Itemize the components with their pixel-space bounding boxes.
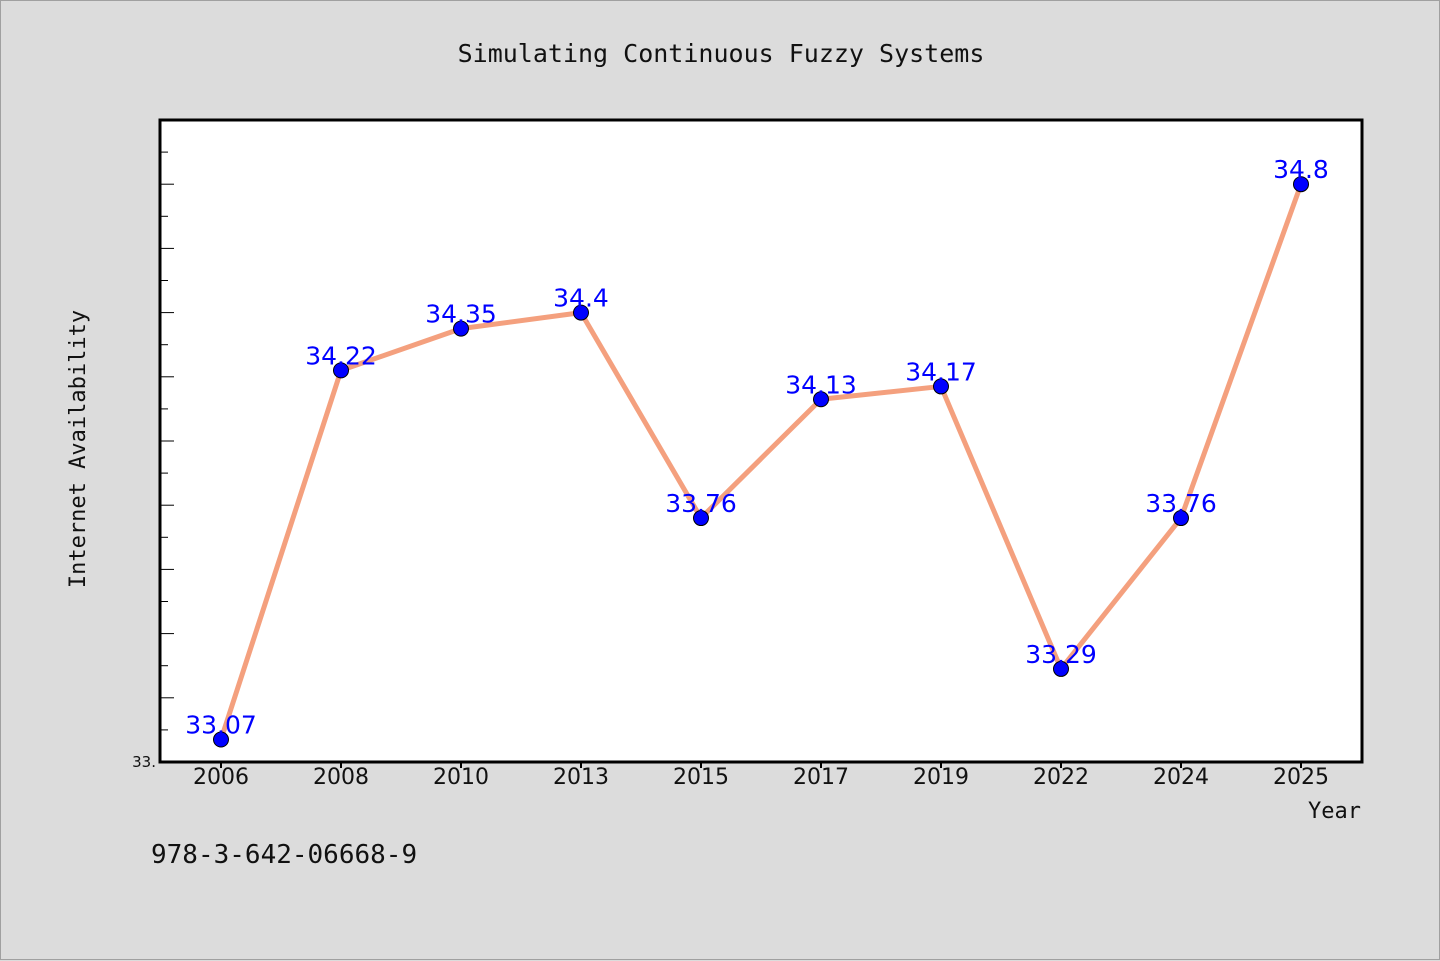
data-label: 34.4 — [553, 284, 609, 313]
x-axis-ticks — [220, 762, 1302, 768]
data-label: 34.17 — [905, 357, 977, 386]
data-label: 33.76 — [1145, 489, 1217, 518]
chart-title: Simulating Continuous Fuzzy Systems — [458, 39, 985, 68]
x-tick-label: 2010 — [433, 765, 489, 790]
data-point — [453, 320, 469, 337]
data-label: 34.35 — [425, 300, 497, 329]
x-axis-label: Year — [1308, 799, 1361, 824]
x-tick-label: 2017 — [793, 765, 849, 790]
data-point — [213, 731, 229, 748]
plot-area — [158, 118, 1364, 764]
data-label: 34.8 — [1273, 155, 1329, 184]
x-tick-label: 2015 — [673, 765, 729, 790]
data-label: 33.29 — [1025, 640, 1097, 669]
data-point — [1293, 176, 1309, 193]
data-point — [333, 362, 349, 379]
x-tick-label: 2006 — [193, 765, 249, 790]
y-axis-ticks — [160, 151, 174, 763]
isbn-footer: 978-3-642-06668-9 — [151, 840, 417, 870]
data-label: 33.76 — [665, 489, 737, 518]
data-point — [813, 391, 829, 408]
data-point — [693, 510, 709, 527]
x-tick-label: 2025 — [1273, 765, 1329, 790]
y-axis-label: Internet Availability — [66, 310, 91, 588]
x-tick-label: 2013 — [553, 765, 609, 790]
data-point — [573, 304, 589, 321]
x-tick-label: 2022 — [1033, 765, 1089, 790]
x-tick-labels: 2006 2008 2010 2013 2015 2017 2019 2022 2024 2025 — [193, 765, 1329, 790]
data-label: 33.07 — [185, 711, 257, 740]
series-markers — [213, 176, 1309, 748]
series-line — [218, 183, 1304, 741]
x-tick-label: 2019 — [913, 765, 969, 790]
x-tick-label: 2008 — [313, 765, 369, 790]
data-label: 34.13 — [785, 370, 857, 399]
data-point — [1053, 660, 1069, 677]
data-labels: 33.07 34.22 34.35 34.4 33.76 34.13 34.17 33.29 3… — [185, 155, 1329, 739]
data-point — [1173, 510, 1189, 527]
y-tick-label: 33. — [132, 753, 156, 771]
data-point — [933, 378, 949, 395]
x-tick-label: 2024 — [1153, 765, 1209, 790]
data-label: 34.22 — [305, 341, 377, 370]
